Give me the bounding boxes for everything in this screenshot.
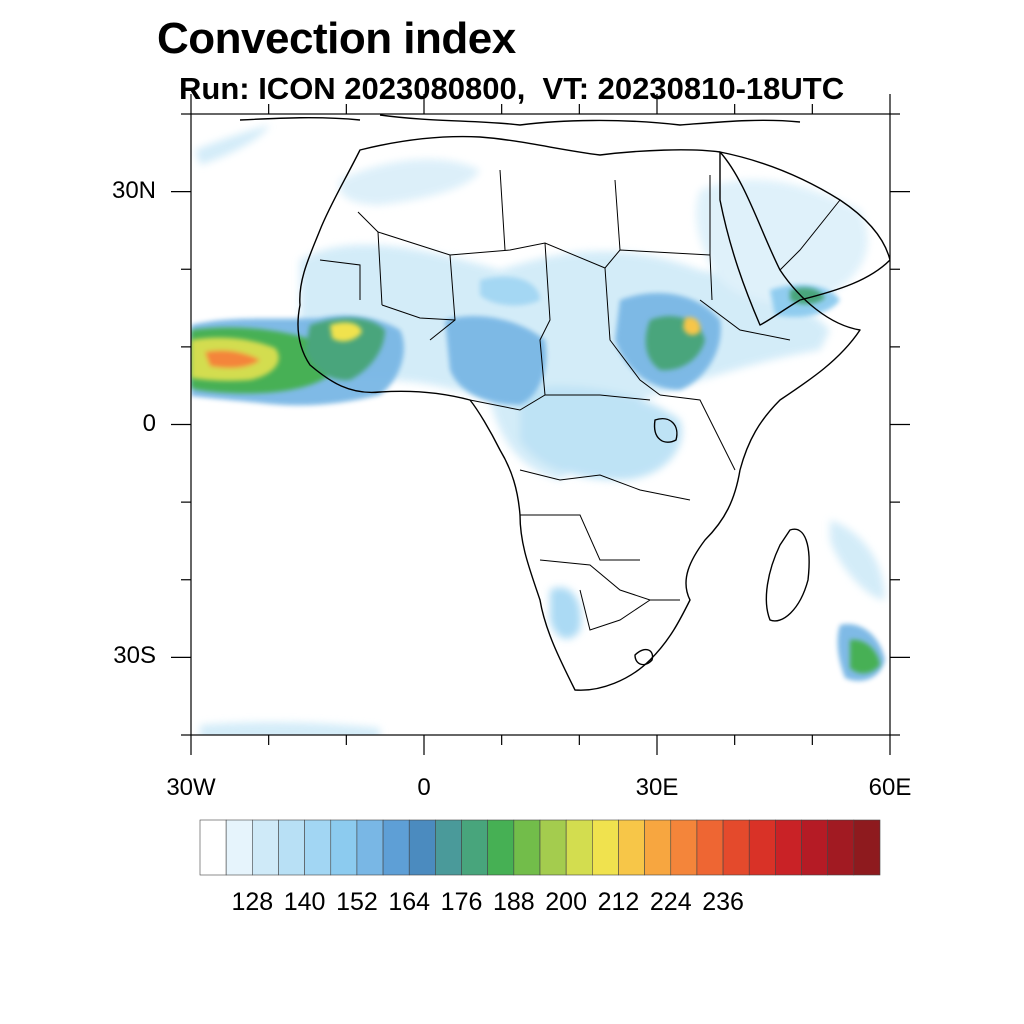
field-sudan-yellow <box>683 317 701 336</box>
colorbar-swatch <box>408 819 436 876</box>
field-madagascar-green <box>850 639 880 674</box>
colorbar-swatch <box>487 819 515 876</box>
mediterranean-north <box>379 114 801 126</box>
colorbar-tick-label: 128 <box>231 888 274 916</box>
field-arabia-light <box>696 179 868 304</box>
colorbar-swatch <box>435 819 462 876</box>
y-tick-label: 30S <box>113 642 156 670</box>
coastlines <box>239 114 890 691</box>
field-angola-light <box>550 587 581 639</box>
field-congo-light <box>520 386 682 480</box>
colorbar-swatch <box>278 819 305 876</box>
convection-field <box>191 125 885 735</box>
lesotho-outline <box>634 648 654 666</box>
colorbar-tick-label: 140 <box>283 888 326 916</box>
map-title: Convection index <box>157 14 516 63</box>
field-med-light <box>339 159 480 205</box>
lake-victoria <box>653 418 678 443</box>
colorbar-swatch <box>252 819 279 876</box>
colorbar-tick-label: 224 <box>649 888 692 916</box>
colorbar-swatch <box>304 819 332 876</box>
colorbar-tick-label: 176 <box>440 888 483 916</box>
colorbar-tick-label: 236 <box>702 888 744 916</box>
y-tick-label: 30N <box>111 176 156 204</box>
colorbar-swatch <box>827 819 855 876</box>
colorbar-swatch <box>565 819 593 876</box>
field-south-atl <box>200 722 380 735</box>
x-tick-label: 30E <box>635 774 679 801</box>
field-westafrica-green <box>305 318 385 381</box>
field-indian-light <box>830 520 885 600</box>
colorbar <box>199 819 881 876</box>
country-borders <box>319 169 841 631</box>
colorbar-swatch <box>618 819 645 876</box>
colorbar-swatch <box>225 819 253 876</box>
field-nigeria-blue <box>445 316 547 405</box>
map-subtitle: Run: ICON 2023080800, VT: 20230810-18UTC <box>179 71 845 106</box>
colorbar-swatch <box>644 819 672 876</box>
axis-ticks <box>171 94 910 755</box>
colorbar-swatch <box>382 819 410 876</box>
y-tick-label: 0 <box>142 409 156 437</box>
colorbar-tick-label: 164 <box>388 888 431 916</box>
x-tick-label: 0 <box>417 774 431 801</box>
iberia-coast <box>239 117 361 121</box>
x-tick-label: 60E <box>868 774 912 801</box>
field-chad-blue <box>480 276 540 306</box>
colorbar-swatch <box>801 819 828 876</box>
field-atlantic-orange <box>205 350 260 368</box>
colorbar-swatch <box>775 819 802 876</box>
colorbar-swatch <box>356 819 384 876</box>
colorbar-swatch <box>199 819 227 876</box>
colorbar-swatch <box>592 819 619 876</box>
colorbar-tick-label: 188 <box>492 888 535 916</box>
colorbar-swatch <box>722 819 750 876</box>
colorbar-swatch <box>330 819 358 876</box>
x-tick-label: 30W <box>166 774 216 801</box>
colorbar-tick-label: 200 <box>545 888 587 916</box>
colorbar-swatch <box>539 819 567 876</box>
colorbar-swatch <box>696 819 724 876</box>
colorbar-swatch <box>513 819 541 876</box>
colorbar-swatch <box>748 819 776 876</box>
colorbar-swatch <box>853 819 881 876</box>
colorbar-swatch <box>670 819 698 876</box>
colorbar-tick-label: 152 <box>336 888 378 916</box>
colorbar-swatch <box>461 819 488 876</box>
field-nw-atl <box>195 125 270 165</box>
madagascar-coastline <box>765 528 810 622</box>
field-guinea-yellow <box>330 322 362 342</box>
arabia-coastline <box>719 151 890 326</box>
colorbar-tick-label: 212 <box>597 888 640 916</box>
